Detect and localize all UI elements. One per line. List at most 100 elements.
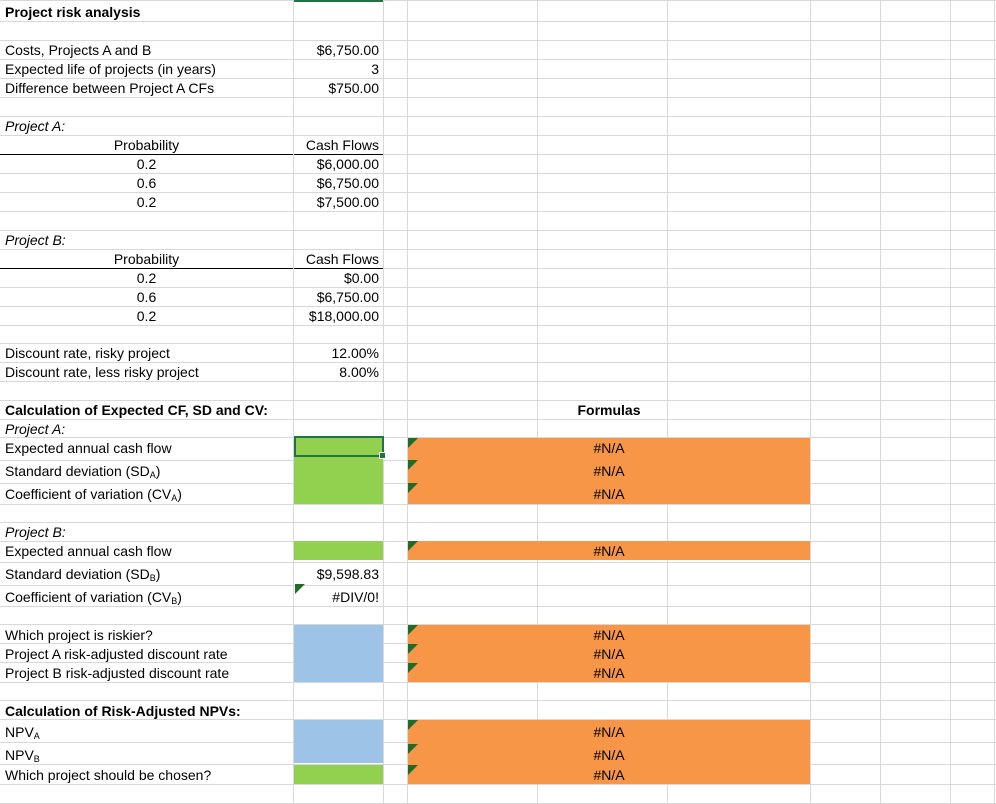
answer-cell-group-risk[interactable] xyxy=(294,625,383,682)
formula-b-expected-cf[interactable]: #N/A xyxy=(593,543,625,559)
formula-a-sd[interactable]: #N/A xyxy=(593,463,625,479)
selected-cell[interactable] xyxy=(294,436,384,457)
formula-cell-b-expected-cf[interactable] xyxy=(408,541,810,560)
row-divider xyxy=(0,249,996,250)
fill-handle[interactable] xyxy=(379,452,386,459)
project-a-cf-3[interactable]: $7,500.00 xyxy=(316,194,379,210)
answer-cell-b-expected-cf[interactable] xyxy=(294,541,383,560)
input-label-costs[interactable]: Costs, Projects A and B xyxy=(5,42,152,58)
calc-b-cv-label[interactable]: Coefficient of variation (CVB) xyxy=(5,589,182,606)
formula-cell-group-risk[interactable] xyxy=(408,625,810,682)
row-divider xyxy=(0,585,996,586)
label-text: NPV xyxy=(5,724,34,740)
formula-a-expected-cf[interactable]: #N/A xyxy=(593,440,625,456)
header-underline xyxy=(0,154,293,155)
project-b-prob-2[interactable]: 0.6 xyxy=(136,289,157,305)
formula-cell-group-npv[interactable] xyxy=(408,720,810,784)
row-divider xyxy=(0,400,996,401)
header-underline xyxy=(294,154,383,155)
input-label-life[interactable]: Expected life of projects (in years) xyxy=(5,61,216,77)
formulas-header[interactable]: Formulas xyxy=(577,402,641,418)
row-divider xyxy=(0,325,996,326)
calc-a-expected-cf-label[interactable]: Expected annual cash flow xyxy=(5,440,172,456)
project-b-cf-header[interactable]: Cash Flows xyxy=(305,251,379,267)
calc-b-sd-value[interactable]: $9,598.83 xyxy=(316,566,379,582)
row-divider xyxy=(0,230,996,231)
rate-label-risky[interactable]: Discount rate, risky project xyxy=(5,345,170,361)
subscript: B xyxy=(33,754,40,764)
label-text: Standard deviation (SD xyxy=(5,463,150,479)
project-b-cf-3[interactable]: $18,000.00 xyxy=(308,308,379,324)
project-a-cf-2[interactable]: $6,750.00 xyxy=(316,175,379,191)
project-a-prob-2[interactable]: 0.6 xyxy=(136,175,157,191)
answer-cell-group-npv[interactable] xyxy=(294,720,383,763)
sheet-title[interactable]: Project risk analysis xyxy=(5,4,141,20)
formula-a-rate[interactable]: #N/A xyxy=(593,646,625,662)
row-divider xyxy=(0,192,996,193)
project-b-prob-3[interactable]: 0.2 xyxy=(136,308,157,324)
formula-npv-a[interactable]: #N/A xyxy=(593,724,625,740)
row-divider xyxy=(0,0,996,1)
column-divider xyxy=(810,0,811,804)
project-b-cf-1[interactable]: $0.00 xyxy=(343,270,379,286)
calc-a-sd-label[interactable]: Standard deviation (SDA) xyxy=(5,463,161,480)
calc-heading[interactable]: Calculation of Expected CF, SD and CV: xyxy=(5,402,268,418)
input-label-cf-diff[interactable]: Difference between Project A CFs xyxy=(5,80,215,96)
npv-heading[interactable]: Calculation of Risk-Adjusted NPVs: xyxy=(5,703,241,719)
calc-project-b-heading[interactable]: Project B: xyxy=(5,524,66,540)
row-divider xyxy=(0,59,996,60)
note-indicator-icon xyxy=(408,438,418,448)
formula-choice[interactable]: #N/A xyxy=(593,767,625,783)
project-b-prob-header[interactable]: Probability xyxy=(113,251,180,267)
answer-cell-choice[interactable] xyxy=(294,765,383,784)
project-a-prob-1[interactable]: 0.2 xyxy=(136,156,157,172)
formula-a-cv[interactable]: #N/A xyxy=(593,486,625,502)
column-divider xyxy=(950,0,951,804)
note-indicator-icon xyxy=(408,460,418,470)
row-divider xyxy=(0,211,996,212)
calc-b-expected-cf-label[interactable]: Expected annual cash flow xyxy=(5,543,172,559)
project-b-heading[interactable]: Project B: xyxy=(5,232,66,248)
project-b-cf-2[interactable]: $6,750.00 xyxy=(316,289,379,305)
row-divider xyxy=(0,606,996,607)
row-divider xyxy=(0,522,996,523)
row-divider xyxy=(0,562,996,563)
row-divider xyxy=(0,343,996,344)
subscript: A xyxy=(33,731,40,741)
formula-b-rate[interactable]: #N/A xyxy=(593,665,625,681)
npv-a-label[interactable]: NPVA xyxy=(5,723,40,741)
project-a-prob-header[interactable]: Probability xyxy=(113,137,180,153)
npv-b-label[interactable]: NPVB xyxy=(5,746,40,764)
calc-project-a-heading[interactable]: Project A: xyxy=(5,421,66,437)
row-divider xyxy=(0,78,996,79)
risk-label-riskier[interactable]: Which project is riskier? xyxy=(5,627,153,643)
risk-label-a-rate[interactable]: Project A risk-adjusted discount rate xyxy=(5,646,228,662)
project-a-prob-3[interactable]: 0.2 xyxy=(136,194,157,210)
label-text: Standard deviation (SD xyxy=(5,566,150,582)
project-b-prob-1[interactable]: 0.2 xyxy=(136,270,157,286)
rate-label-less-risky[interactable]: Discount rate, less risky project xyxy=(5,364,199,380)
note-indicator-icon xyxy=(408,720,418,730)
input-value-life[interactable]: 3 xyxy=(371,61,379,77)
rate-value-less-risky[interactable]: 8.00% xyxy=(339,364,379,380)
row-divider xyxy=(0,700,996,701)
formula-npv-b[interactable]: #N/A xyxy=(593,747,625,763)
risk-label-b-rate[interactable]: Project B risk-adjusted discount rate xyxy=(5,665,230,681)
row-divider xyxy=(0,154,996,155)
answer-cell-group-a[interactable] xyxy=(294,438,383,504)
npv-choice-label[interactable]: Which project should be chosen? xyxy=(5,767,212,783)
project-a-heading[interactable]: Project A: xyxy=(5,118,66,134)
formula-cell-group-a[interactable] xyxy=(408,438,810,504)
rate-value-risky[interactable]: 12.00% xyxy=(331,345,379,361)
calc-a-cv-label[interactable]: Coefficient of variation (CVA) xyxy=(5,486,182,503)
project-a-cf-1[interactable]: $6,000.00 xyxy=(316,156,379,172)
row-divider xyxy=(0,173,996,174)
input-value-cf-diff[interactable]: $750.00 xyxy=(328,80,379,96)
formula-riskier[interactable]: #N/A xyxy=(593,627,625,643)
calc-b-cv-value[interactable]: #DIV/0! xyxy=(332,589,379,605)
input-value-costs[interactable]: $6,750.00 xyxy=(316,42,379,58)
column-divider xyxy=(880,0,881,804)
project-a-cf-header[interactable]: Cash Flows xyxy=(305,137,379,153)
calc-b-sd-label[interactable]: Standard deviation (SDB) xyxy=(5,566,161,583)
